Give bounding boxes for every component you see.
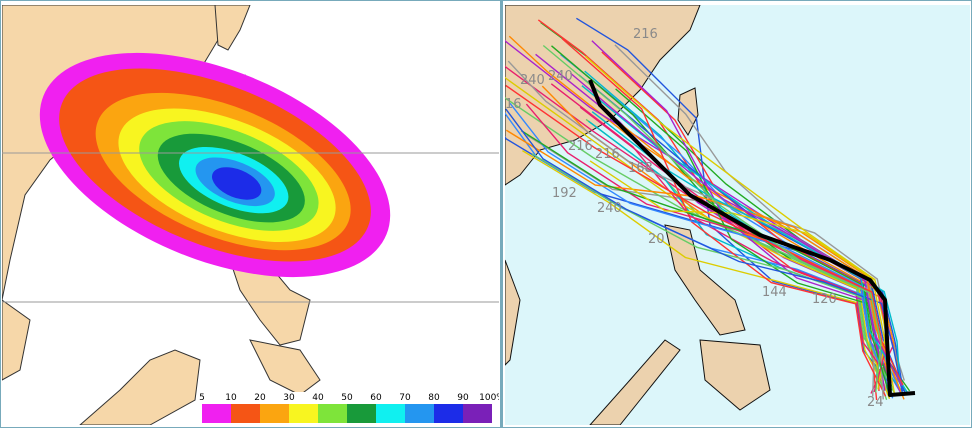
track-hour-label: 168 [628, 161, 653, 176]
ensemble-track [505, 108, 903, 392]
colorbar-label: 100% [479, 393, 505, 403]
track-hour-label: 144 [762, 285, 787, 300]
land-vietnam [2, 299, 31, 381]
colorbar-swatch [405, 404, 434, 423]
ensemble-track [550, 83, 893, 383]
probability-panel: 5 10 20 30 40 50 60 70 80 90 100% [2, 5, 505, 425]
colorbar: 5 10 20 30 40 50 60 70 80 90 100% [197, 392, 505, 425]
colorbar-label: 70 [399, 393, 411, 403]
ensemble-track [531, 153, 895, 393]
track-hour-label: 240 [597, 201, 622, 216]
ensemble-track [591, 40, 886, 391]
ensemble-track [569, 72, 903, 387]
ensemble-track [542, 44, 882, 393]
ensemble-track [578, 74, 904, 392]
ensemble-track [505, 129, 905, 400]
colorbar-swatch [202, 404, 231, 423]
land-vietnam [505, 259, 521, 366]
track-hour-label: 240 [520, 73, 545, 88]
land-korea [214, 5, 251, 51]
ensemble-track [561, 38, 887, 397]
ensemble-track [508, 35, 902, 388]
mean-track [588, 79, 916, 397]
land-borneo [79, 349, 201, 425]
colorbar-label: 50 [341, 393, 353, 403]
colorbar-label: 40 [312, 393, 324, 403]
ensemble-track [505, 76, 891, 399]
land-mindanao [699, 339, 771, 411]
land-palawan [589, 339, 681, 425]
probability-field [39, 52, 391, 278]
colorbar-swatch [318, 404, 347, 423]
colorbar-label: 80 [428, 393, 440, 403]
colorbar-swatch [376, 404, 405, 423]
ensemble-track [505, 84, 904, 386]
ensemble-track [509, 102, 894, 399]
track-hour-label: 20 [648, 232, 665, 247]
track-hour-label: 192 [552, 186, 577, 201]
colorbar-swatch [289, 404, 318, 423]
ensemble-track [589, 160, 896, 394]
track-hour-label: 216 [595, 147, 620, 162]
land-luzon [664, 224, 746, 336]
colorbar-label: 20 [254, 393, 266, 403]
colorbar-swatch [260, 404, 289, 423]
colorbar-label: 90 [457, 393, 469, 403]
colorbar-label: 30 [283, 393, 295, 403]
colorbar-label: 60 [370, 393, 382, 403]
ensemble-track [522, 150, 890, 396]
track-hour-label: 216 [568, 139, 593, 154]
ensemble-tracks [505, 17, 911, 401]
track-hour-label: 216 [633, 27, 658, 42]
track-hour-label: 240 [548, 69, 573, 84]
colorbar-label: 10 [225, 393, 237, 403]
colorbar-swatch [463, 404, 492, 423]
colorbar-swatch [231, 404, 260, 423]
track-hour-label: 120 [812, 292, 837, 307]
ensemble-track [505, 97, 888, 401]
colorbar-swatch [347, 404, 376, 423]
land-mindanao [249, 339, 321, 396]
track-hour-label: 16 [505, 97, 522, 112]
track-hour-label: 24 [867, 395, 884, 410]
colorbar-label: 5 [199, 393, 205, 403]
colorbar-swatch [434, 404, 463, 423]
